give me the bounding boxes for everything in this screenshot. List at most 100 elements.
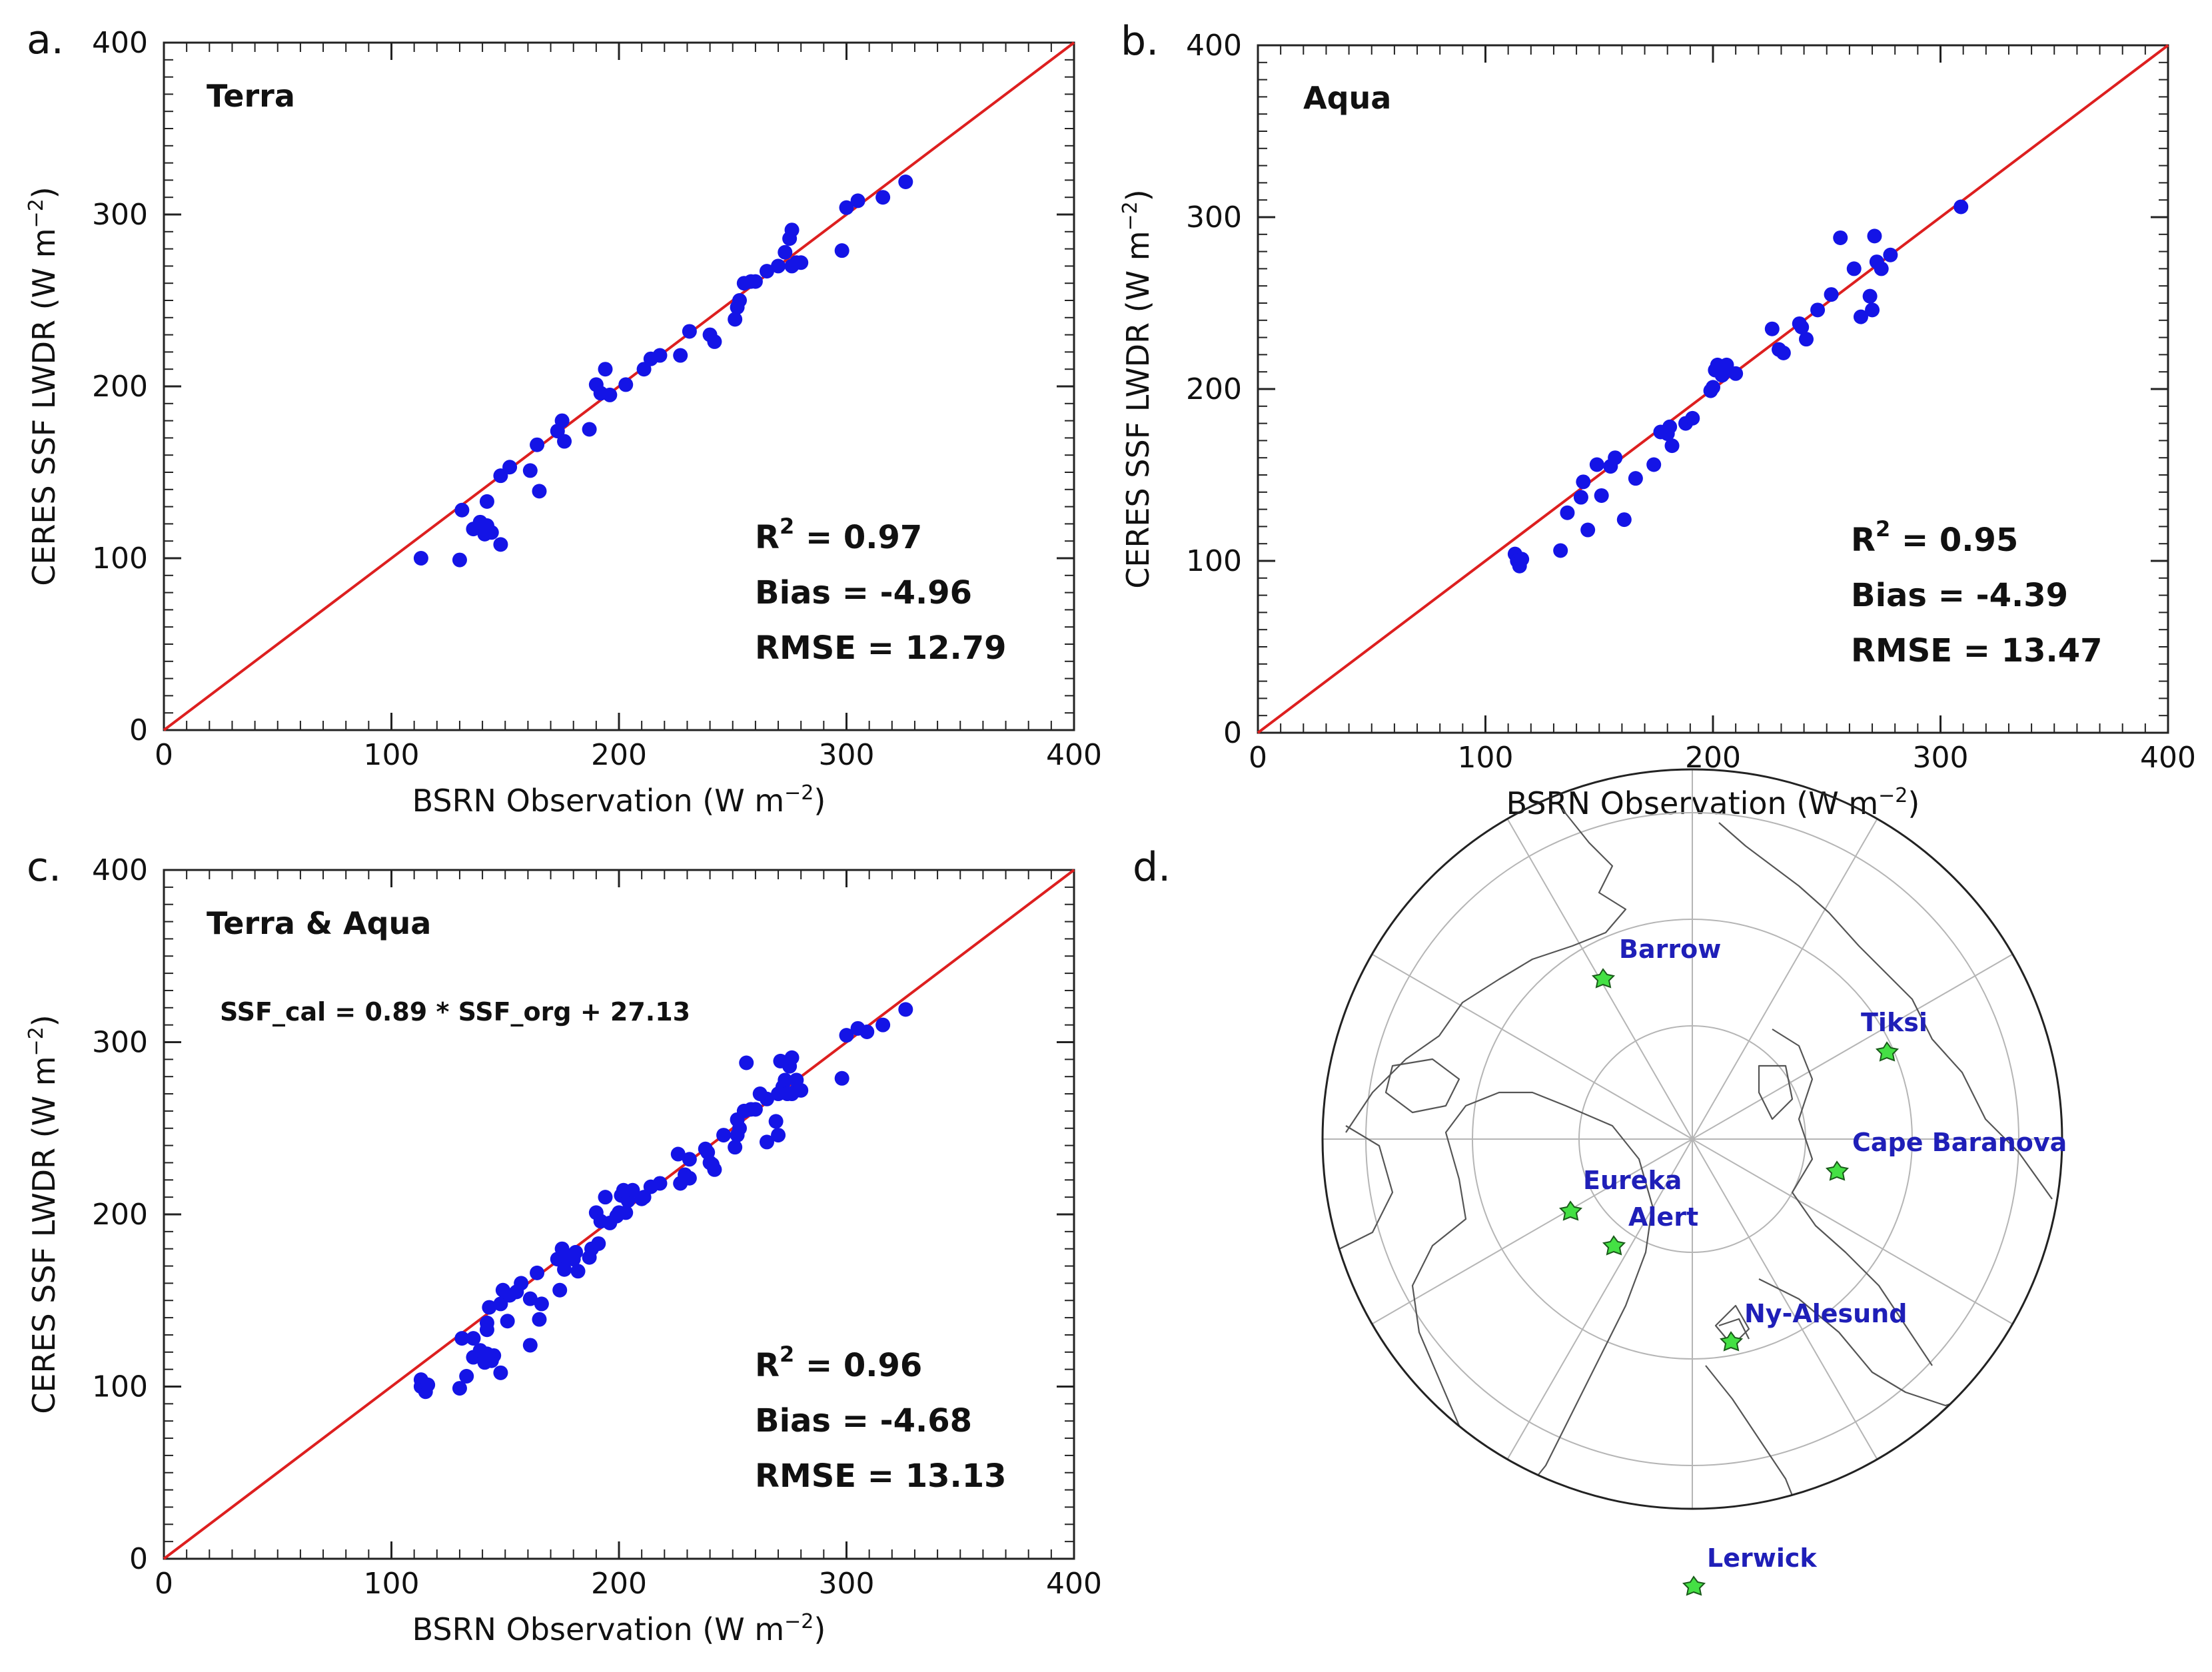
station-star bbox=[1558, 1200, 1583, 1221]
x-tick-label: 0 bbox=[155, 1567, 173, 1601]
rmse-stat: RMSE = 13.47 bbox=[1851, 632, 2103, 669]
graticule bbox=[1323, 769, 2062, 1509]
data-point bbox=[552, 1282, 568, 1298]
r2-stat: R2 = 0.95 bbox=[1851, 516, 2018, 559]
data-point bbox=[780, 1086, 795, 1102]
y-axis-title: CERES SSF LWDR (W m−2) bbox=[25, 187, 62, 586]
data-point bbox=[1646, 457, 1662, 472]
data-point bbox=[1594, 488, 1609, 503]
data-point bbox=[652, 1176, 668, 1191]
x-tick-label: 400 bbox=[1046, 738, 1102, 772]
station-label: Cape Baranova bbox=[1852, 1128, 2067, 1157]
panel-title: Terra bbox=[207, 78, 295, 114]
data-point bbox=[682, 1152, 697, 1167]
data-point bbox=[673, 348, 688, 363]
data-point bbox=[466, 1331, 481, 1346]
data-point bbox=[839, 1028, 854, 1043]
axis-ticks bbox=[1257, 44, 2169, 734]
y-tick-label: 200 bbox=[1186, 372, 1242, 406]
data-point bbox=[1867, 228, 1882, 244]
data-point bbox=[850, 193, 865, 209]
data-points bbox=[413, 174, 913, 568]
panel-a: a. 0 100 200 300 400 0 100 200 300 400 B… bbox=[25, 17, 1102, 819]
data-point bbox=[748, 274, 763, 289]
x-tick-label: 300 bbox=[819, 1567, 875, 1601]
data-point bbox=[1560, 505, 1575, 520]
data-point bbox=[502, 460, 518, 475]
data-point bbox=[652, 348, 668, 363]
data-point bbox=[898, 1002, 913, 1017]
y-axis-title: CERES SSF LWDR (W m−2) bbox=[1119, 189, 1156, 588]
data-point bbox=[707, 334, 722, 349]
station-label: Tiksi bbox=[1861, 1008, 1928, 1037]
data-point bbox=[759, 264, 774, 279]
panel-letter: a. bbox=[27, 17, 64, 63]
x-tick-label: 0 bbox=[155, 738, 173, 772]
data-point bbox=[1616, 512, 1632, 528]
station-label: Alert bbox=[1628, 1202, 1698, 1232]
y-tick-label: 0 bbox=[129, 1542, 148, 1576]
x-tick-label: 100 bbox=[364, 738, 420, 772]
data-point bbox=[784, 1050, 800, 1065]
station-star bbox=[1682, 1575, 1706, 1596]
x-tick-label: 400 bbox=[2140, 741, 2196, 775]
data-point bbox=[1824, 287, 1839, 302]
x-axis-title: BSRN Observation (W m−2) bbox=[412, 781, 826, 819]
data-point bbox=[748, 1102, 763, 1117]
data-point bbox=[452, 1381, 467, 1396]
data-point bbox=[625, 1182, 640, 1198]
data-point bbox=[582, 422, 597, 437]
data-point bbox=[459, 1368, 474, 1384]
data-point bbox=[1853, 309, 1868, 324]
data-point bbox=[1553, 543, 1568, 558]
data-point bbox=[532, 1312, 547, 1327]
data-point bbox=[522, 1338, 538, 1353]
map-boundary bbox=[1321, 768, 2063, 1510]
data-point bbox=[454, 1331, 470, 1346]
data-point bbox=[1794, 320, 1810, 335]
data-point bbox=[598, 1190, 613, 1205]
data-point bbox=[514, 1276, 529, 1291]
x-axis-title: BSRN Observation (W m−2) bbox=[412, 1610, 826, 1647]
data-point bbox=[493, 1296, 508, 1312]
panel-letter: b. bbox=[1121, 18, 1159, 65]
data-point bbox=[522, 1291, 538, 1306]
data-point bbox=[1589, 457, 1604, 472]
data-point bbox=[1728, 366, 1744, 381]
data-point bbox=[682, 1170, 697, 1186]
y-tick-label: 200 bbox=[92, 1198, 148, 1232]
data-point bbox=[1883, 247, 1898, 262]
station-label: Barrow bbox=[1619, 935, 1721, 964]
data-point bbox=[612, 1205, 626, 1220]
x-tick-label: 100 bbox=[364, 1567, 420, 1601]
data-points bbox=[413, 1002, 913, 1400]
data-point bbox=[773, 1053, 788, 1068]
data-point bbox=[486, 1348, 502, 1363]
data-point bbox=[1514, 552, 1530, 567]
y-tick-label: 400 bbox=[92, 26, 148, 60]
bias-stat: Bias = -4.96 bbox=[755, 574, 972, 612]
data-point bbox=[530, 1265, 545, 1280]
data-point bbox=[493, 1365, 508, 1380]
data-point bbox=[716, 1128, 732, 1143]
data-point bbox=[1706, 380, 1720, 395]
data-point bbox=[705, 1157, 720, 1172]
data-point bbox=[778, 244, 793, 260]
data-point bbox=[732, 293, 747, 308]
data-point bbox=[598, 362, 613, 377]
y-tick-label: 400 bbox=[1186, 29, 1242, 63]
panel-c: c. 0 100 200 300 400 0 100 200 300 400 B… bbox=[25, 844, 1102, 1647]
data-point bbox=[771, 1128, 786, 1143]
data-point bbox=[557, 434, 572, 449]
data-point bbox=[739, 1055, 754, 1070]
data-point bbox=[1833, 230, 1848, 245]
data-point bbox=[454, 502, 470, 518]
data-point bbox=[479, 1315, 494, 1330]
y-tick-label: 400 bbox=[92, 853, 148, 887]
data-point bbox=[834, 243, 849, 258]
data-point bbox=[618, 377, 634, 392]
bias-stat: Bias = -4.39 bbox=[1851, 577, 2068, 614]
data-point bbox=[591, 1236, 606, 1251]
x-tick-label: 0 bbox=[1249, 741, 1267, 775]
